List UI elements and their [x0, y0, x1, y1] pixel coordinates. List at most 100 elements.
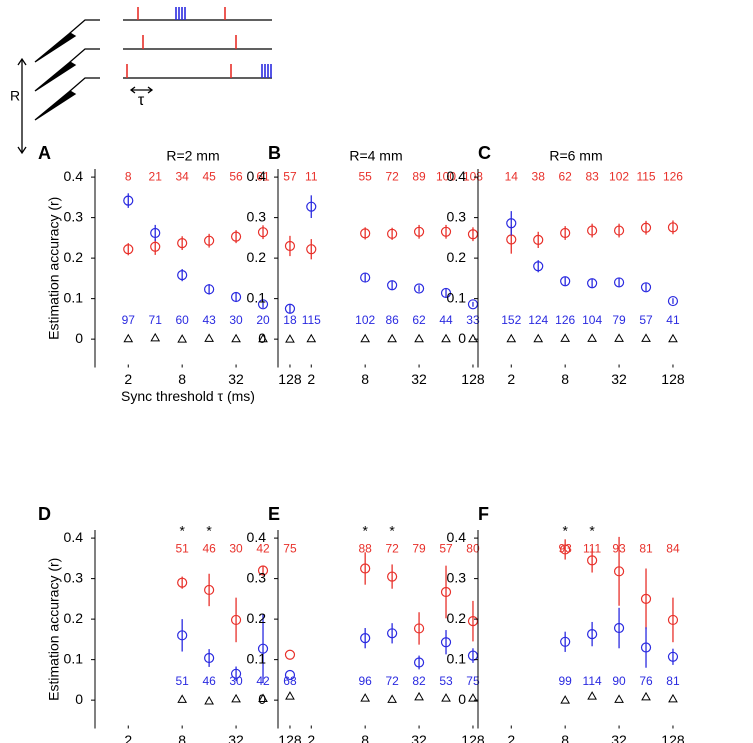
count-label: 99 — [558, 674, 572, 688]
y-tick-label: 0.4 — [247, 529, 267, 545]
triangle-marker — [123, 333, 134, 343]
count-label: 11 — [305, 169, 318, 183]
y-tick-label: 0.1 — [247, 289, 267, 305]
circle-marker — [360, 228, 371, 239]
x-axis-label: Sync threshold τ (ms) — [121, 388, 255, 404]
x-tick-label: 32 — [411, 732, 427, 743]
circle-marker — [560, 636, 571, 647]
count-label: 72 — [385, 169, 399, 183]
y-tick-label: 0.2 — [64, 249, 84, 265]
circle-marker — [177, 270, 188, 281]
triangle-marker — [177, 694, 188, 703]
circle-marker — [506, 218, 517, 229]
count-label: 89 — [412, 169, 426, 183]
triangle-marker — [468, 333, 478, 343]
triangle-marker — [560, 333, 571, 342]
count-label: 72 — [385, 542, 399, 556]
panel-title: R=6 mm — [549, 148, 602, 164]
circle-marker — [467, 229, 479, 240]
y-tick-label: 0.1 — [64, 650, 84, 666]
circle-marker — [560, 276, 571, 287]
triangle-marker — [414, 691, 424, 701]
count-label: 111 — [583, 542, 602, 556]
count-label: 126 — [663, 169, 683, 183]
circle-marker — [177, 630, 188, 641]
circle-marker — [533, 234, 544, 245]
circle-marker — [587, 555, 598, 566]
count-label: 46 — [202, 674, 216, 688]
count-label: 86 — [385, 313, 399, 327]
count-label: 76 — [639, 674, 653, 688]
x-tick-label: 128 — [461, 371, 485, 387]
circle-marker — [306, 201, 317, 212]
y-axis-label: Estimation accuracy (r) — [46, 197, 62, 340]
significance-star: * — [562, 523, 568, 539]
triangle-marker — [360, 333, 371, 343]
count-label: 114 — [583, 674, 602, 688]
circle-marker — [413, 226, 425, 237]
x-tick-label: 8 — [561, 732, 569, 743]
x-tick-label: 2 — [507, 371, 515, 387]
y-tick-label: 0.2 — [447, 249, 467, 265]
count-label: 75 — [283, 542, 297, 556]
circle-marker — [560, 544, 571, 555]
count-label: 115 — [302, 313, 321, 327]
circle-marker — [230, 668, 242, 679]
y-tick-label: 0 — [75, 330, 83, 346]
x-tick-label: 32 — [611, 732, 627, 743]
y-tick-label: 0.2 — [247, 249, 267, 265]
count-label: 42 — [256, 674, 270, 688]
circle-marker — [640, 642, 652, 653]
circle-marker — [150, 241, 161, 252]
count-label: 41 — [666, 313, 680, 327]
triangle-marker — [560, 695, 571, 704]
count-label: 62 — [412, 313, 426, 327]
count-label: 83 — [585, 169, 599, 183]
circle-marker — [467, 650, 479, 661]
count-label: 104 — [582, 313, 602, 327]
circle-marker — [440, 637, 452, 648]
x-tick-label: 8 — [361, 732, 369, 743]
y-tick-label: 0 — [458, 330, 466, 346]
triangle-marker — [177, 334, 188, 343]
triangle-marker — [231, 333, 241, 343]
count-label: 60 — [175, 313, 189, 327]
panel-title: R=2 mm — [166, 148, 219, 164]
x-tick-label: 8 — [361, 371, 369, 387]
count-label: 71 — [149, 313, 163, 327]
count-label: 79 — [412, 542, 426, 556]
y-tick-label: 0.3 — [247, 208, 267, 224]
count-label: 81 — [666, 674, 680, 688]
circle-marker — [204, 584, 215, 596]
y-tick-label: 0.3 — [64, 208, 84, 224]
circle-marker — [360, 563, 371, 574]
count-label: 84 — [666, 542, 680, 556]
count-label: 30 — [229, 313, 243, 327]
triangle-marker — [614, 333, 624, 342]
count-label: 102 — [609, 169, 629, 183]
y-tick-label: 0.4 — [247, 168, 267, 184]
count-label: 46 — [202, 542, 216, 556]
circle-marker — [387, 280, 398, 291]
count-label: 82 — [412, 674, 426, 688]
y-tick-label: 0.4 — [447, 168, 467, 184]
x-tick-label: 32 — [611, 371, 627, 387]
circle-marker — [204, 235, 215, 246]
triangle-marker — [668, 333, 678, 343]
circle-marker — [467, 616, 479, 627]
triangle-marker — [150, 332, 161, 342]
count-label: 21 — [149, 169, 163, 183]
x-tick-label: 32 — [411, 371, 427, 387]
circle-marker — [177, 238, 188, 249]
circle-marker — [413, 657, 425, 668]
x-tick-label: 128 — [278, 732, 302, 743]
y-tick-label: 0.4 — [64, 168, 84, 184]
triangle-marker — [533, 333, 544, 343]
triangle-marker — [587, 691, 597, 700]
triangle-marker — [258, 693, 268, 703]
count-label: 152 — [501, 313, 521, 327]
x-tick-label: 2 — [124, 371, 132, 387]
significance-star: * — [389, 523, 395, 539]
y-axis-label: Estimation accuracy (r) — [46, 558, 62, 701]
